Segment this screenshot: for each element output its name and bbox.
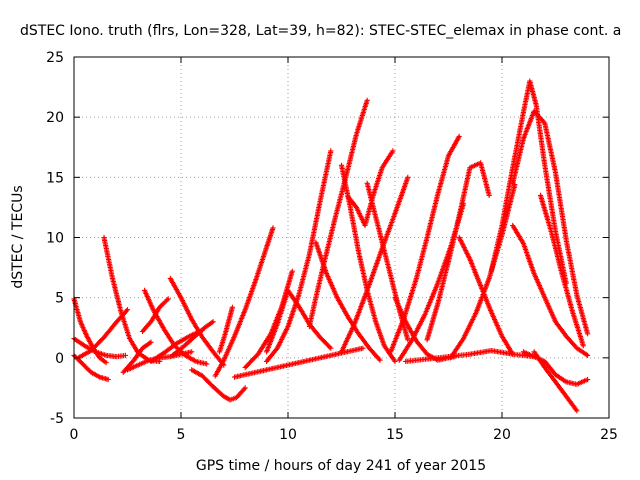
- x-tick-label: 5: [177, 427, 186, 443]
- series-18: [242, 268, 295, 371]
- series-26: [364, 180, 411, 343]
- y-tick-label: 0: [55, 351, 64, 367]
- series-3: [71, 352, 111, 383]
- grid: [74, 57, 609, 418]
- series-24: [338, 174, 411, 355]
- series-36: [520, 349, 591, 387]
- series-4: [101, 234, 163, 364]
- series-19: [264, 287, 334, 355]
- data-point: [390, 148, 396, 154]
- x-axis-label: GPS time / hours of day 241 of year 2015: [196, 458, 486, 474]
- data-point: [510, 351, 516, 357]
- data-point: [289, 268, 295, 274]
- series-17: [264, 148, 334, 364]
- series-32: [448, 182, 518, 361]
- y-tick-label: 5: [55, 291, 64, 307]
- y-tick-label: 10: [46, 231, 64, 247]
- series-14: [212, 225, 276, 379]
- data-point: [364, 97, 370, 103]
- data-point: [405, 174, 411, 180]
- data-point: [360, 345, 366, 351]
- data-point: [124, 307, 131, 313]
- series-12: [148, 327, 205, 364]
- data-point: [377, 357, 383, 363]
- data-point: [456, 133, 462, 139]
- data-point: [392, 358, 398, 364]
- series-2: [71, 336, 128, 360]
- data-point: [574, 408, 580, 414]
- series-22: [313, 239, 383, 363]
- data-point: [148, 339, 154, 345]
- data-point: [585, 331, 591, 337]
- series-30: [424, 160, 492, 343]
- data-point: [328, 345, 334, 351]
- chart-title: dSTEC Iono. truth (flrs, Lon=328, Lat=39…: [20, 23, 621, 39]
- x-tick-label: 20: [493, 427, 511, 443]
- data-points: [71, 78, 591, 414]
- series-9: [139, 296, 171, 334]
- series-27: [388, 133, 462, 355]
- series-35: [510, 222, 591, 358]
- data-point: [585, 352, 591, 358]
- data-point: [105, 376, 111, 383]
- series-34: [510, 108, 591, 337]
- data-point: [204, 361, 210, 367]
- data-point: [327, 344, 333, 350]
- series-5: [75, 307, 131, 361]
- x-tick-label: 10: [279, 427, 297, 443]
- data-point: [585, 376, 591, 383]
- data-point: [210, 319, 216, 325]
- series-37: [531, 349, 580, 414]
- data-point: [270, 225, 276, 231]
- data-point: [164, 297, 170, 303]
- series-21: [338, 162, 398, 364]
- y-axis-label: dSTEC / TECUs: [10, 185, 26, 288]
- y-tick-label: 25: [46, 50, 64, 66]
- data-point: [165, 296, 171, 302]
- data-point: [229, 304, 235, 310]
- data-point: [486, 192, 492, 198]
- series-15: [216, 304, 235, 355]
- y-tick-label: 20: [46, 110, 64, 126]
- x-tick-label: 0: [70, 427, 79, 443]
- y-tick-label: -5: [50, 411, 64, 427]
- data-point: [122, 352, 128, 358]
- series-20: [306, 97, 370, 330]
- data-point: [189, 349, 195, 355]
- data-point: [103, 360, 109, 366]
- axis-ticks: 0 5 10 15 20 25 -5 0 5 10 15 20 25: [46, 50, 618, 443]
- series-16: [231, 345, 366, 380]
- data-point: [580, 343, 586, 349]
- data-point: [199, 327, 205, 333]
- series-38: [537, 192, 586, 349]
- series-8: [142, 287, 210, 367]
- series-7: [120, 339, 154, 375]
- x-tick-label: 25: [600, 427, 618, 443]
- data-point: [328, 148, 334, 154]
- x-tick-label: 15: [386, 427, 404, 443]
- data-point: [242, 385, 248, 391]
- series-13: [189, 367, 248, 403]
- y-tick-label: 15: [46, 170, 64, 186]
